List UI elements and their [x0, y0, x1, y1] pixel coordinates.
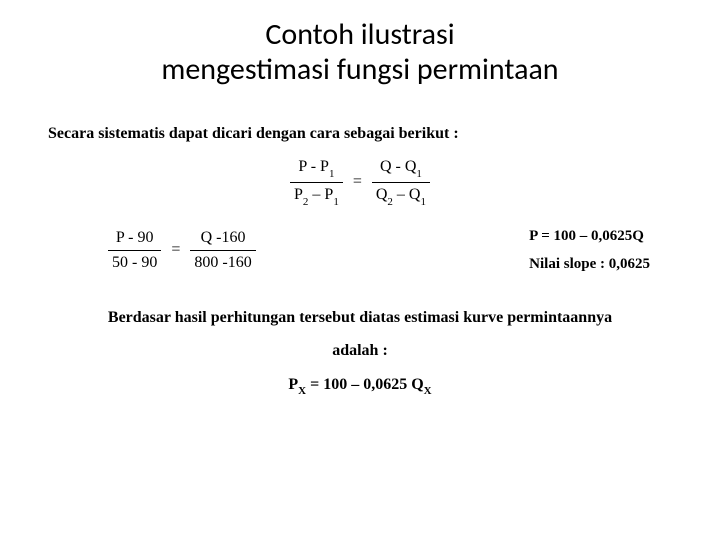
- denominator: 800 -160: [190, 250, 255, 273]
- general-formula: P - P1 P2 – P1 = Q - Q1 Q2 – Q1: [40, 157, 680, 208]
- fraction-left-numeric: P - 90 50 - 90: [108, 228, 161, 273]
- numerator: Q - Q1: [376, 157, 426, 182]
- final-equation: PX = 100 – 0,0625 QX: [40, 376, 680, 396]
- title-line-1: Contoh ilustrasi: [40, 18, 680, 53]
- title-line-2: mengestimasi fungsi permintaan: [40, 53, 680, 88]
- intro-text: Secara sistematis dapat dicari dengan ca…: [48, 125, 680, 143]
- numerator: P - 90: [112, 228, 158, 250]
- slide-container: Contoh ilustrasi mengestimasi fungsi per…: [0, 0, 720, 540]
- conclusion-line-1: Berdasar hasil perhitungan tersebut diat…: [40, 301, 680, 335]
- equals-sign: =: [353, 173, 362, 191]
- denominator: 50 - 90: [108, 250, 161, 273]
- fraction-right-numeric: Q -160 800 -160: [190, 228, 255, 273]
- denominator: Q2 – Q1: [372, 182, 430, 208]
- result-block: P = 100 – 0,0625Q Nilai slope : 0,0625: [529, 222, 650, 279]
- fraction-left-general: P - P1 P2 – P1: [290, 157, 343, 208]
- slope-value: Nilai slope : 0,0625: [529, 250, 650, 279]
- numeric-row: P - 90 50 - 90 = Q -160 800 -160 P = 100…: [40, 222, 680, 279]
- numeric-formula: P - 90 50 - 90 = Q -160 800 -160: [108, 228, 256, 273]
- slide-title: Contoh ilustrasi mengestimasi fungsi per…: [40, 18, 680, 87]
- conclusion-text: Berdasar hasil perhitungan tersebut diat…: [40, 301, 680, 368]
- numerator: P - P1: [294, 157, 338, 182]
- conclusion-line-2: adalah :: [40, 334, 680, 368]
- denominator: P2 – P1: [290, 182, 343, 208]
- equals-sign: =: [171, 241, 180, 259]
- numerator: Q -160: [197, 228, 250, 250]
- fraction-right-general: Q - Q1 Q2 – Q1: [372, 157, 430, 208]
- result-equation: P = 100 – 0,0625Q: [529, 222, 650, 251]
